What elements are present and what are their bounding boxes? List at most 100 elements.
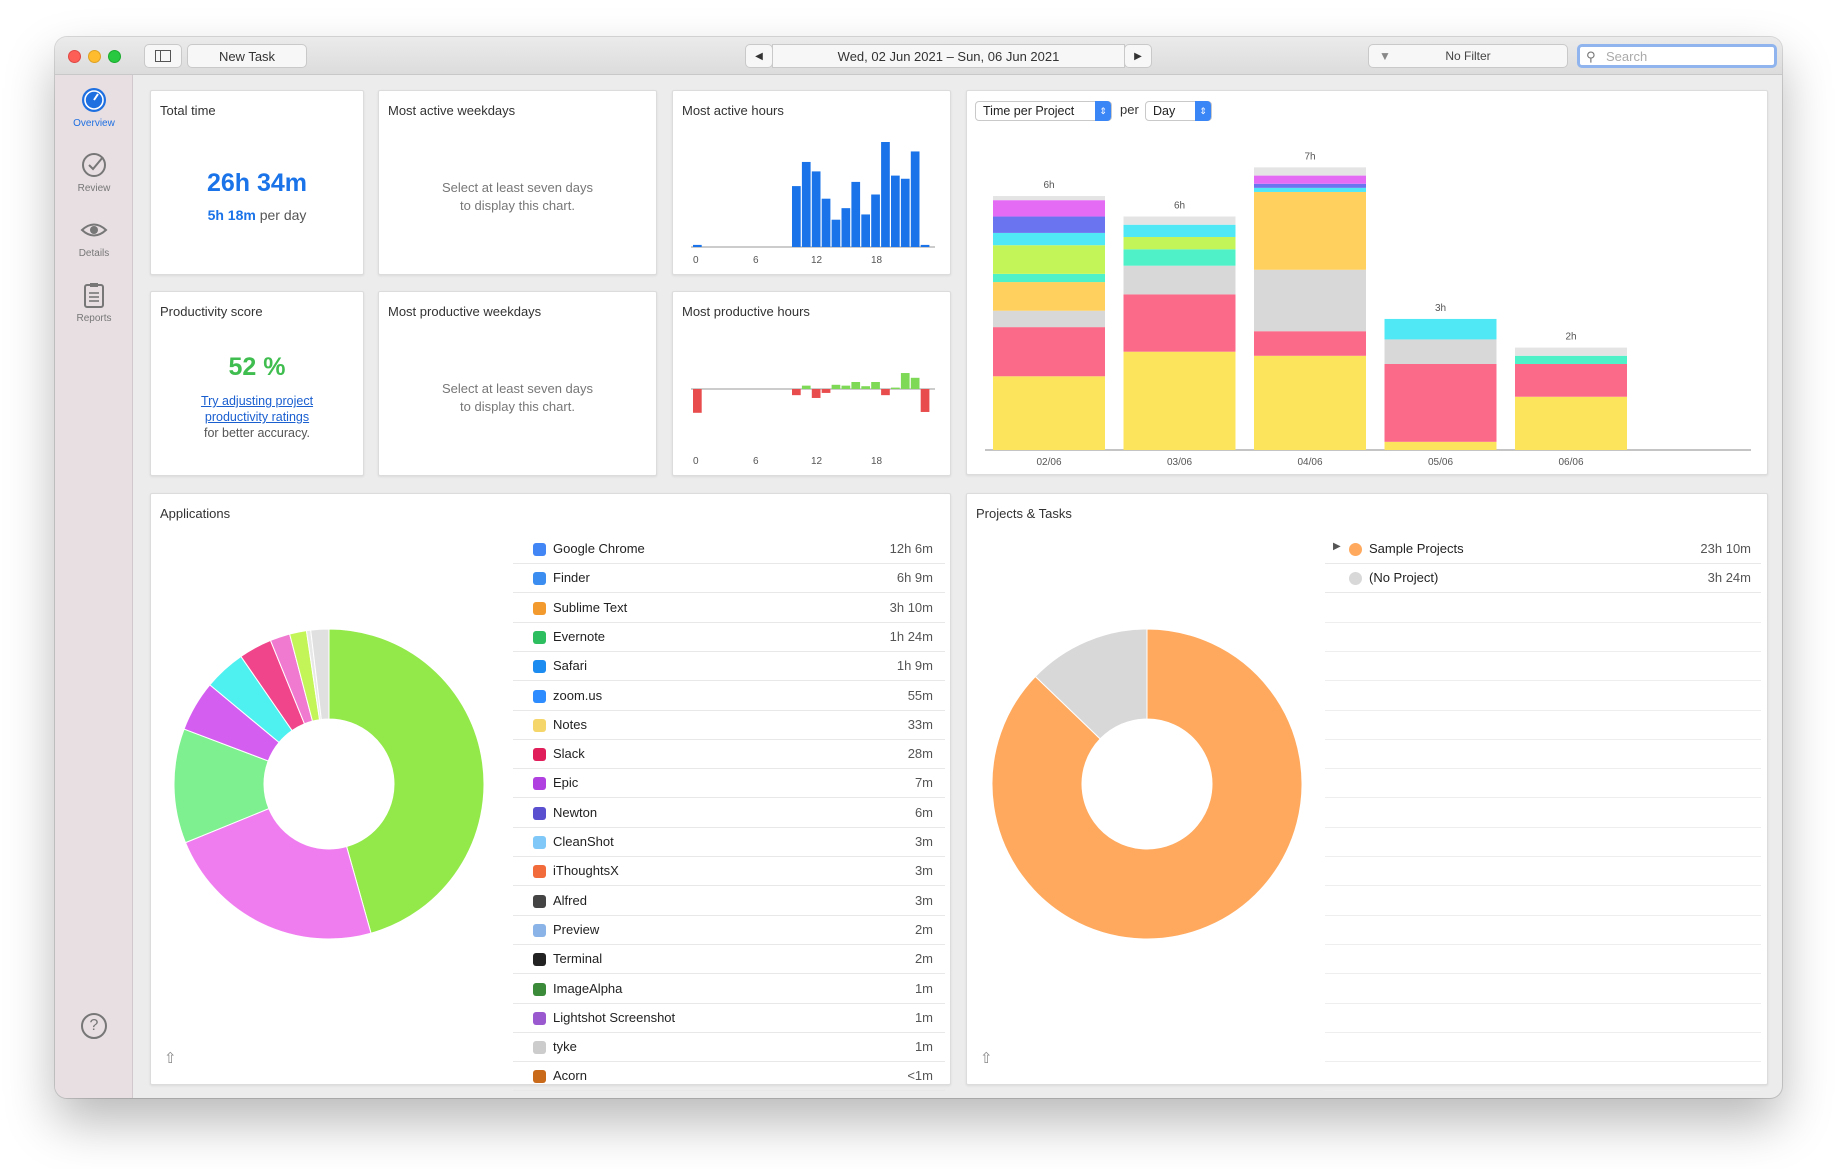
nav-item-review[interactable]: Review [55, 150, 133, 194]
interval-select[interactable]: Day ⇕ [1145, 101, 1212, 121]
total-time-value: 26h 34m [206, 169, 308, 197]
application-row[interactable]: tyke 1m [513, 1033, 945, 1063]
application-row[interactable]: Epic 7m [513, 769, 945, 799]
application-name: Finder [553, 570, 590, 586]
application-row[interactable]: Evernote 1h 24m [513, 623, 945, 652]
stack-segment [1123, 351, 1236, 450]
hour-bar [871, 194, 880, 247]
nav-item-details[interactable]: Details [55, 215, 133, 259]
donut-slice [184, 807, 372, 940]
empty-row [1325, 945, 1761, 975]
empty-row [1325, 769, 1761, 799]
adjust-ratings-link[interactable]: productivity ratings [204, 410, 310, 424]
chevron-updown-icon: ⇕ [1095, 101, 1111, 121]
app-icon [533, 748, 546, 762]
x-tick-label: 6 [753, 456, 759, 467]
hour-bar [900, 373, 910, 389]
application-row[interactable]: Preview 2m [513, 916, 945, 945]
zoom-window-button[interactable] [108, 50, 121, 63]
productivity-hint: Try adjusting project productivity ratin… [151, 393, 363, 441]
project-row[interactable]: ▶ Sample Projects 23h 10m [1325, 535, 1761, 564]
application-name: Epic [553, 775, 579, 791]
application-row[interactable]: Lightshot Screenshot 1m [513, 1004, 945, 1033]
chevron-left-icon: ◀ [755, 50, 763, 62]
app-icon [533, 894, 546, 908]
application-time: 2m [914, 951, 933, 967]
project-name: Sample Projects [1369, 541, 1464, 556]
new-task-button[interactable]: New Task [187, 44, 307, 68]
hour-bar [871, 382, 880, 389]
chevron-right-icon: ▶ [1134, 50, 1142, 62]
share-icon[interactable]: ⇧ [164, 1050, 177, 1067]
close-window-button[interactable] [68, 50, 81, 63]
chevron-updown-icon: ⇕ [1195, 101, 1211, 121]
application-row[interactable]: iThoughtsX 3m [513, 857, 945, 887]
applications-card: Applications Google Chrome 12h 6m Finder 6h… [150, 493, 951, 1092]
application-row[interactable]: Alfred 3m [513, 887, 945, 916]
hour-bar [792, 389, 801, 396]
project-row[interactable]: (No Project) 3h 24m [1325, 564, 1761, 594]
date-range-label[interactable]: Wed, 02 Jun 2021 – Sun, 06 Jun 2021 [772, 44, 1125, 68]
previous-date-button[interactable]: ◀ [745, 44, 773, 68]
application-row[interactable]: Sublime Text 3h 10m [513, 594, 945, 623]
bar-total-label: 6h [1043, 180, 1054, 191]
card-title: Projects & Tasks [976, 506, 1072, 521]
donut-slice [1034, 628, 1148, 740]
search-input[interactable]: ⚲ Search [1577, 44, 1777, 68]
sidebar-toggle-button[interactable] [144, 44, 182, 68]
application-time: 7m [914, 775, 933, 791]
application-row[interactable]: Google Chrome 12h 6m [513, 535, 945, 564]
stack-segment [1123, 249, 1236, 266]
application-row[interactable]: Acorn <1m [513, 1062, 945, 1092]
x-tick-label: 05/06 [1428, 457, 1453, 468]
app-icon [533, 543, 546, 556]
empty-row [1325, 857, 1761, 887]
nav-item-reports[interactable]: Reports [55, 280, 133, 324]
empty-row [1325, 652, 1761, 682]
nav-item-overview[interactable]: Overview [55, 85, 133, 129]
empty-state-line: Select at least seven days [441, 381, 594, 396]
application-row[interactable]: Safari 1h 9m [513, 652, 945, 682]
adjust-ratings-link[interactable]: Try adjusting project [200, 394, 314, 408]
hour-bar [920, 389, 930, 412]
app-icon [533, 660, 546, 674]
stack-segment [1254, 167, 1366, 176]
application-row[interactable]: Notes 33m [513, 711, 945, 740]
app-icon [533, 718, 546, 732]
empty-state-line: to display this chart. [460, 198, 575, 213]
stack-segment [1254, 355, 1366, 450]
app-icon [533, 982, 546, 996]
hour-bar [900, 178, 910, 247]
hour-bar [693, 244, 702, 247]
application-row[interactable]: ImageAlpha 1m [513, 975, 945, 1004]
share-icon[interactable]: ⇧ [980, 1050, 993, 1067]
filter-dropdown[interactable]: ▼ No Filter [1368, 44, 1568, 68]
disclosure-triangle-icon[interactable]: ▶ [1333, 541, 1341, 552]
application-row[interactable]: CleanShot 3m [513, 828, 945, 857]
help-button[interactable]: ? [81, 1013, 107, 1039]
application-row[interactable]: Terminal 2m [513, 945, 945, 975]
hour-bar [841, 385, 851, 389]
projects-donut-chart [991, 628, 1303, 940]
project-color-dot [1349, 543, 1362, 556]
minimize-window-button[interactable] [88, 50, 101, 63]
hour-bar [881, 142, 890, 247]
application-row[interactable]: Slack 28m [513, 740, 945, 770]
stack-segment [993, 196, 1105, 201]
application-row[interactable]: zoom.us 55m [513, 682, 945, 711]
application-row[interactable]: Newton 6m [513, 799, 945, 828]
next-date-button[interactable]: ▶ [1124, 44, 1152, 68]
application-row[interactable]: Finder 6h 9m [513, 564, 945, 594]
nav-label: Details [78, 248, 110, 259]
x-tick-label: 12 [811, 255, 823, 266]
hour-bar [891, 175, 900, 247]
project-time: 23h 10m [1700, 541, 1751, 556]
hour-bar [801, 385, 811, 389]
clipboard-icon [84, 283, 104, 308]
metric-select[interactable]: Time per Project ⇕ [975, 101, 1112, 121]
stack-segment [1254, 183, 1366, 188]
sidebar-nav: Overview Review Details Repor [55, 75, 133, 1098]
app-window: New Task ◀ Wed, 02 Jun 2021 – Sun, 06 Ju… [55, 37, 1782, 1098]
empty-row [1325, 975, 1761, 1004]
metric-select-value: Time per Project [983, 104, 1075, 118]
